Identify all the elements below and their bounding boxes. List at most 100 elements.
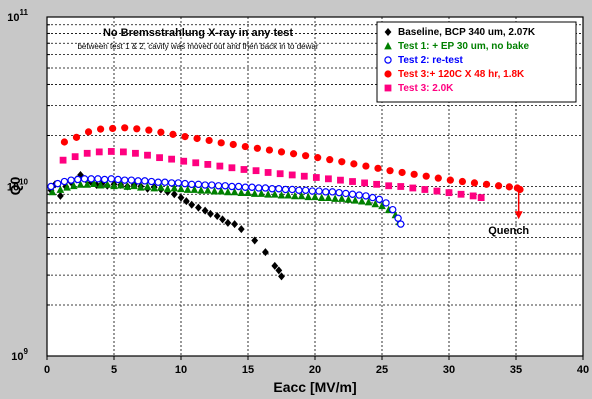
x-tick-label: 5 [111,364,117,376]
data-point [95,148,103,156]
x-tick-label: 20 [309,364,321,376]
data-point [276,170,284,178]
data-point [132,149,139,157]
data-point [97,125,105,133]
data-point [335,188,343,197]
data-point [177,184,185,193]
data-point [145,126,153,134]
data-point [84,128,93,136]
data-point [350,160,358,168]
data-point [250,189,259,197]
y-tick-label: 1010 [7,178,29,194]
data-point [103,180,112,188]
data-point [482,180,491,188]
data-point [324,193,333,202]
data-point [190,185,199,193]
legend-marker [384,56,392,64]
x-tick-label: 15 [242,364,254,376]
quench-label: Quench [488,225,529,237]
data-point [116,181,125,189]
data-point [328,188,337,196]
data-point [194,180,203,189]
data-point [213,211,221,220]
data-point [338,194,346,202]
data-point [168,155,176,163]
data-point [338,158,346,166]
data-point [368,193,377,202]
data-point [344,195,353,203]
data-point [469,192,477,200]
series-2 [48,179,404,226]
plot-border [46,16,584,357]
data-point [109,124,117,133]
data-point [364,198,373,206]
data-point [123,182,132,190]
data-point [197,186,205,194]
series-4 [60,124,524,194]
data-point [204,161,212,168]
legend-label: Test 3: 2.0K [398,83,454,94]
x-tick-label: 25 [376,364,388,376]
data-point [229,140,237,149]
data-point [47,182,55,191]
data-point [60,138,69,146]
data-point [241,142,249,151]
data-point [355,191,363,199]
data-point [167,179,176,187]
data-point [170,183,179,192]
quench-arrow-head [514,211,523,220]
data-point [208,181,216,189]
y-tick-exponent: 9 [24,347,29,356]
data-point [331,194,339,202]
legend-label: Test 2: re-test [398,55,464,66]
data-point [248,183,256,191]
data-point [382,199,390,207]
data-point [130,181,138,190]
data-point [362,162,370,170]
data-point [76,180,85,188]
data-point [100,175,109,184]
data-point [54,179,62,188]
data-point [375,195,384,204]
data-point [121,176,129,184]
data-point [114,175,122,184]
x-tick-label: 35 [510,364,522,376]
y-tick-base: 10 [7,12,19,24]
data-point [284,191,292,199]
data-point [241,183,250,191]
data-point [237,188,246,197]
data-point [315,187,323,195]
data-point [48,187,57,196]
legend: Baseline, BCP 340 um, 2.07K Test 1: + EP … [376,21,577,103]
data-point [301,186,310,194]
data-point [277,191,286,199]
data-point [183,185,192,193]
series-layer [47,124,524,281]
legend-box [376,21,577,103]
series-3 [47,175,405,228]
data-point [205,136,213,145]
x-axis-title: Eacc [MV/m] [273,379,356,395]
data-point [433,187,441,195]
data-point [119,148,127,156]
data-point [59,156,67,164]
data-point [201,181,209,189]
data-point [397,183,405,190]
x-tick-label: 40 [577,364,589,376]
data-point [253,144,261,152]
data-point [304,192,313,201]
data-point [386,167,394,175]
data-point [71,153,79,161]
data-point [398,168,406,177]
data-point [181,132,189,141]
data-point [289,150,298,158]
data-point [228,182,236,191]
data-point [434,174,442,182]
data-point [161,178,169,186]
data-point [56,185,65,193]
data-point [57,191,64,200]
legend-marker [384,28,392,36]
data-point [230,187,239,196]
data-point [224,218,232,227]
